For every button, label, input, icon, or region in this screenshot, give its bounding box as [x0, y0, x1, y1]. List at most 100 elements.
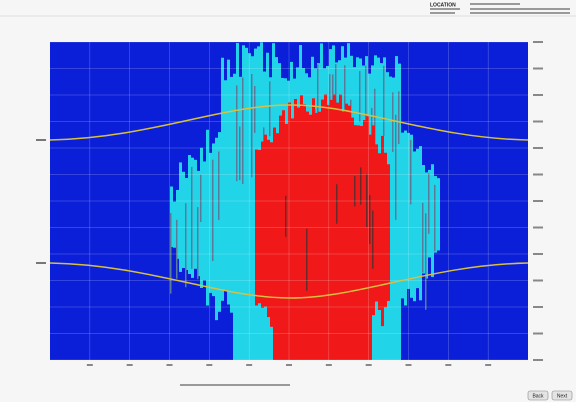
red-strip: [336, 102, 339, 360]
red-strip: [381, 135, 384, 327]
red-strip: [303, 104, 306, 360]
red-strip: [363, 120, 366, 361]
red-strip: [294, 99, 297, 361]
red-strip: [273, 127, 276, 360]
cyan-strip: [227, 59, 230, 305]
red-strip: [345, 103, 348, 360]
red-strip: [309, 114, 312, 361]
cyan-strip: [392, 77, 395, 361]
grey-strip: [185, 203, 187, 288]
dark-strip: [369, 194, 371, 244]
red-strip: [369, 134, 372, 360]
grey-strip: [395, 114, 397, 220]
red-strip: [348, 105, 351, 360]
cyan-strip: [179, 162, 182, 272]
y-tick-label: [533, 253, 543, 255]
cyan-strip: [404, 130, 407, 306]
cyan-strip: [230, 76, 233, 313]
cyan-strip: [221, 57, 224, 301]
y-tick-label: [533, 120, 543, 123]
cyan-strip: [173, 201, 176, 248]
red-strip: [387, 164, 390, 301]
x-tick-label: [365, 364, 372, 366]
grey-strip: [392, 92, 394, 152]
dark-strip: [360, 167, 362, 205]
red-strip: [279, 115, 282, 360]
x-tick-label: [286, 364, 292, 366]
grey-strip: [239, 126, 241, 181]
red-strip: [282, 110, 285, 360]
grey-strip: [425, 213, 427, 310]
red-strip: [288, 102, 291, 360]
dark-strip: [306, 228, 308, 291]
cyan-strip: [401, 132, 404, 299]
button-frame[interactable]: [551, 390, 573, 401]
grey-strip: [212, 159, 214, 262]
dark-strip: [285, 195, 287, 238]
cyan-strip: [389, 76, 392, 361]
red-strip: [339, 94, 342, 360]
footer-note: [180, 384, 290, 386]
red-strip: [285, 123, 288, 361]
cyan-strip: [203, 161, 206, 281]
cyan-strip: [251, 56, 254, 361]
red-strip: [300, 95, 303, 360]
grey-strip: [428, 173, 430, 234]
x-tick-label: [86, 364, 93, 366]
cyan-strip: [248, 53, 251, 360]
back-button[interactable]: Back: [527, 390, 549, 401]
y-tick-label: [533, 147, 543, 149]
grey-strip: [422, 202, 424, 273]
x-tick-label: [325, 364, 332, 366]
cyan-strip: [182, 171, 185, 269]
y-tick-label: [533, 173, 543, 176]
y-tick-label: [533, 306, 543, 308]
red-strip: [360, 125, 363, 361]
x-tick-label: [206, 364, 213, 366]
grey-strip: [176, 219, 178, 279]
cyan-strip: [233, 73, 236, 360]
y-tick-label: [533, 279, 543, 282]
cyan-strip: [239, 76, 242, 360]
cyan-strip: [407, 132, 410, 289]
red-strip: [330, 99, 333, 360]
cyan-strip: [242, 45, 245, 361]
red-strip: [351, 117, 354, 360]
red-strip: [321, 99, 324, 361]
axis-labels: [36, 139, 46, 264]
red-strip: [378, 153, 381, 311]
red-strip: [264, 134, 267, 307]
red-strip: [315, 112, 318, 361]
x-tick-label: [445, 364, 452, 366]
cyan-strip: [209, 152, 212, 293]
red-strip: [384, 152, 387, 308]
upper-curve: [49, 104, 529, 141]
grey-strip: [335, 64, 337, 109]
grey-strip: [269, 81, 271, 137]
header-info: [430, 3, 570, 14]
cyan-strip: [206, 129, 209, 306]
button-label[interactable]: Back: [532, 393, 544, 399]
cyan-strip: [224, 80, 227, 292]
cyan-strip: [413, 151, 416, 302]
red-strip: [276, 133, 279, 360]
dark-strip: [336, 184, 338, 224]
cyan-strip: [419, 146, 422, 301]
y-tick-label: [533, 226, 543, 229]
red-strip: [324, 94, 327, 361]
next-button[interactable]: Next: [551, 390, 573, 401]
cyan-strip: [236, 42, 239, 361]
cyan-strip: [398, 63, 401, 360]
cyan-strip: [245, 47, 248, 360]
y-tick-label: [533, 200, 543, 202]
x-tick-label: [485, 364, 492, 366]
grey-strip: [251, 73, 253, 178]
button-frame[interactable]: [527, 390, 549, 401]
grey-strip: [359, 71, 361, 122]
button-label[interactable]: Next: [557, 393, 568, 399]
red-strip: [354, 125, 357, 360]
x-tick-label: [126, 364, 133, 366]
heatmap: [50, 42, 528, 361]
